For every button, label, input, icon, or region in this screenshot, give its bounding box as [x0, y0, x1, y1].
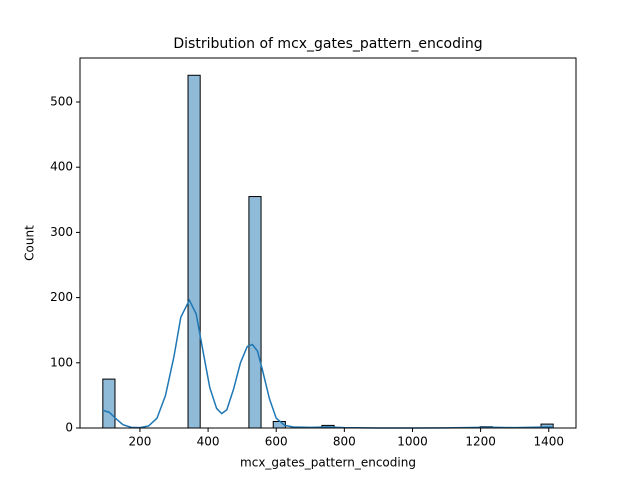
y-axis-label: Count: [23, 225, 37, 261]
bar: [187, 74, 201, 429]
x-tick-label: 600: [265, 435, 288, 449]
plot-frame: [79, 57, 577, 429]
x-tick-label: 1000: [397, 435, 428, 449]
x-tick-label: 200: [129, 435, 152, 449]
y-tick-label: 200: [50, 290, 73, 304]
x-axis-label: mcx_gates_pattern_encoding: [240, 456, 416, 470]
x-tick-label: 800: [333, 435, 356, 449]
chart-title: Distribution of mcx_gates_pattern_encodi…: [173, 36, 482, 52]
y-tick-label: 400: [50, 160, 73, 174]
y-tick-label: 300: [50, 225, 73, 239]
kde-line: [102, 298, 554, 429]
x-tick-label: 1200: [465, 435, 496, 449]
bar: [102, 378, 116, 429]
x-tick-label: 1400: [533, 435, 564, 449]
y-tick-label: 100: [50, 355, 73, 369]
x-tick-label: 400: [197, 435, 220, 449]
bar: [248, 196, 262, 429]
y-tick-label: 500: [50, 95, 73, 109]
y-tick-label: 0: [65, 421, 73, 435]
